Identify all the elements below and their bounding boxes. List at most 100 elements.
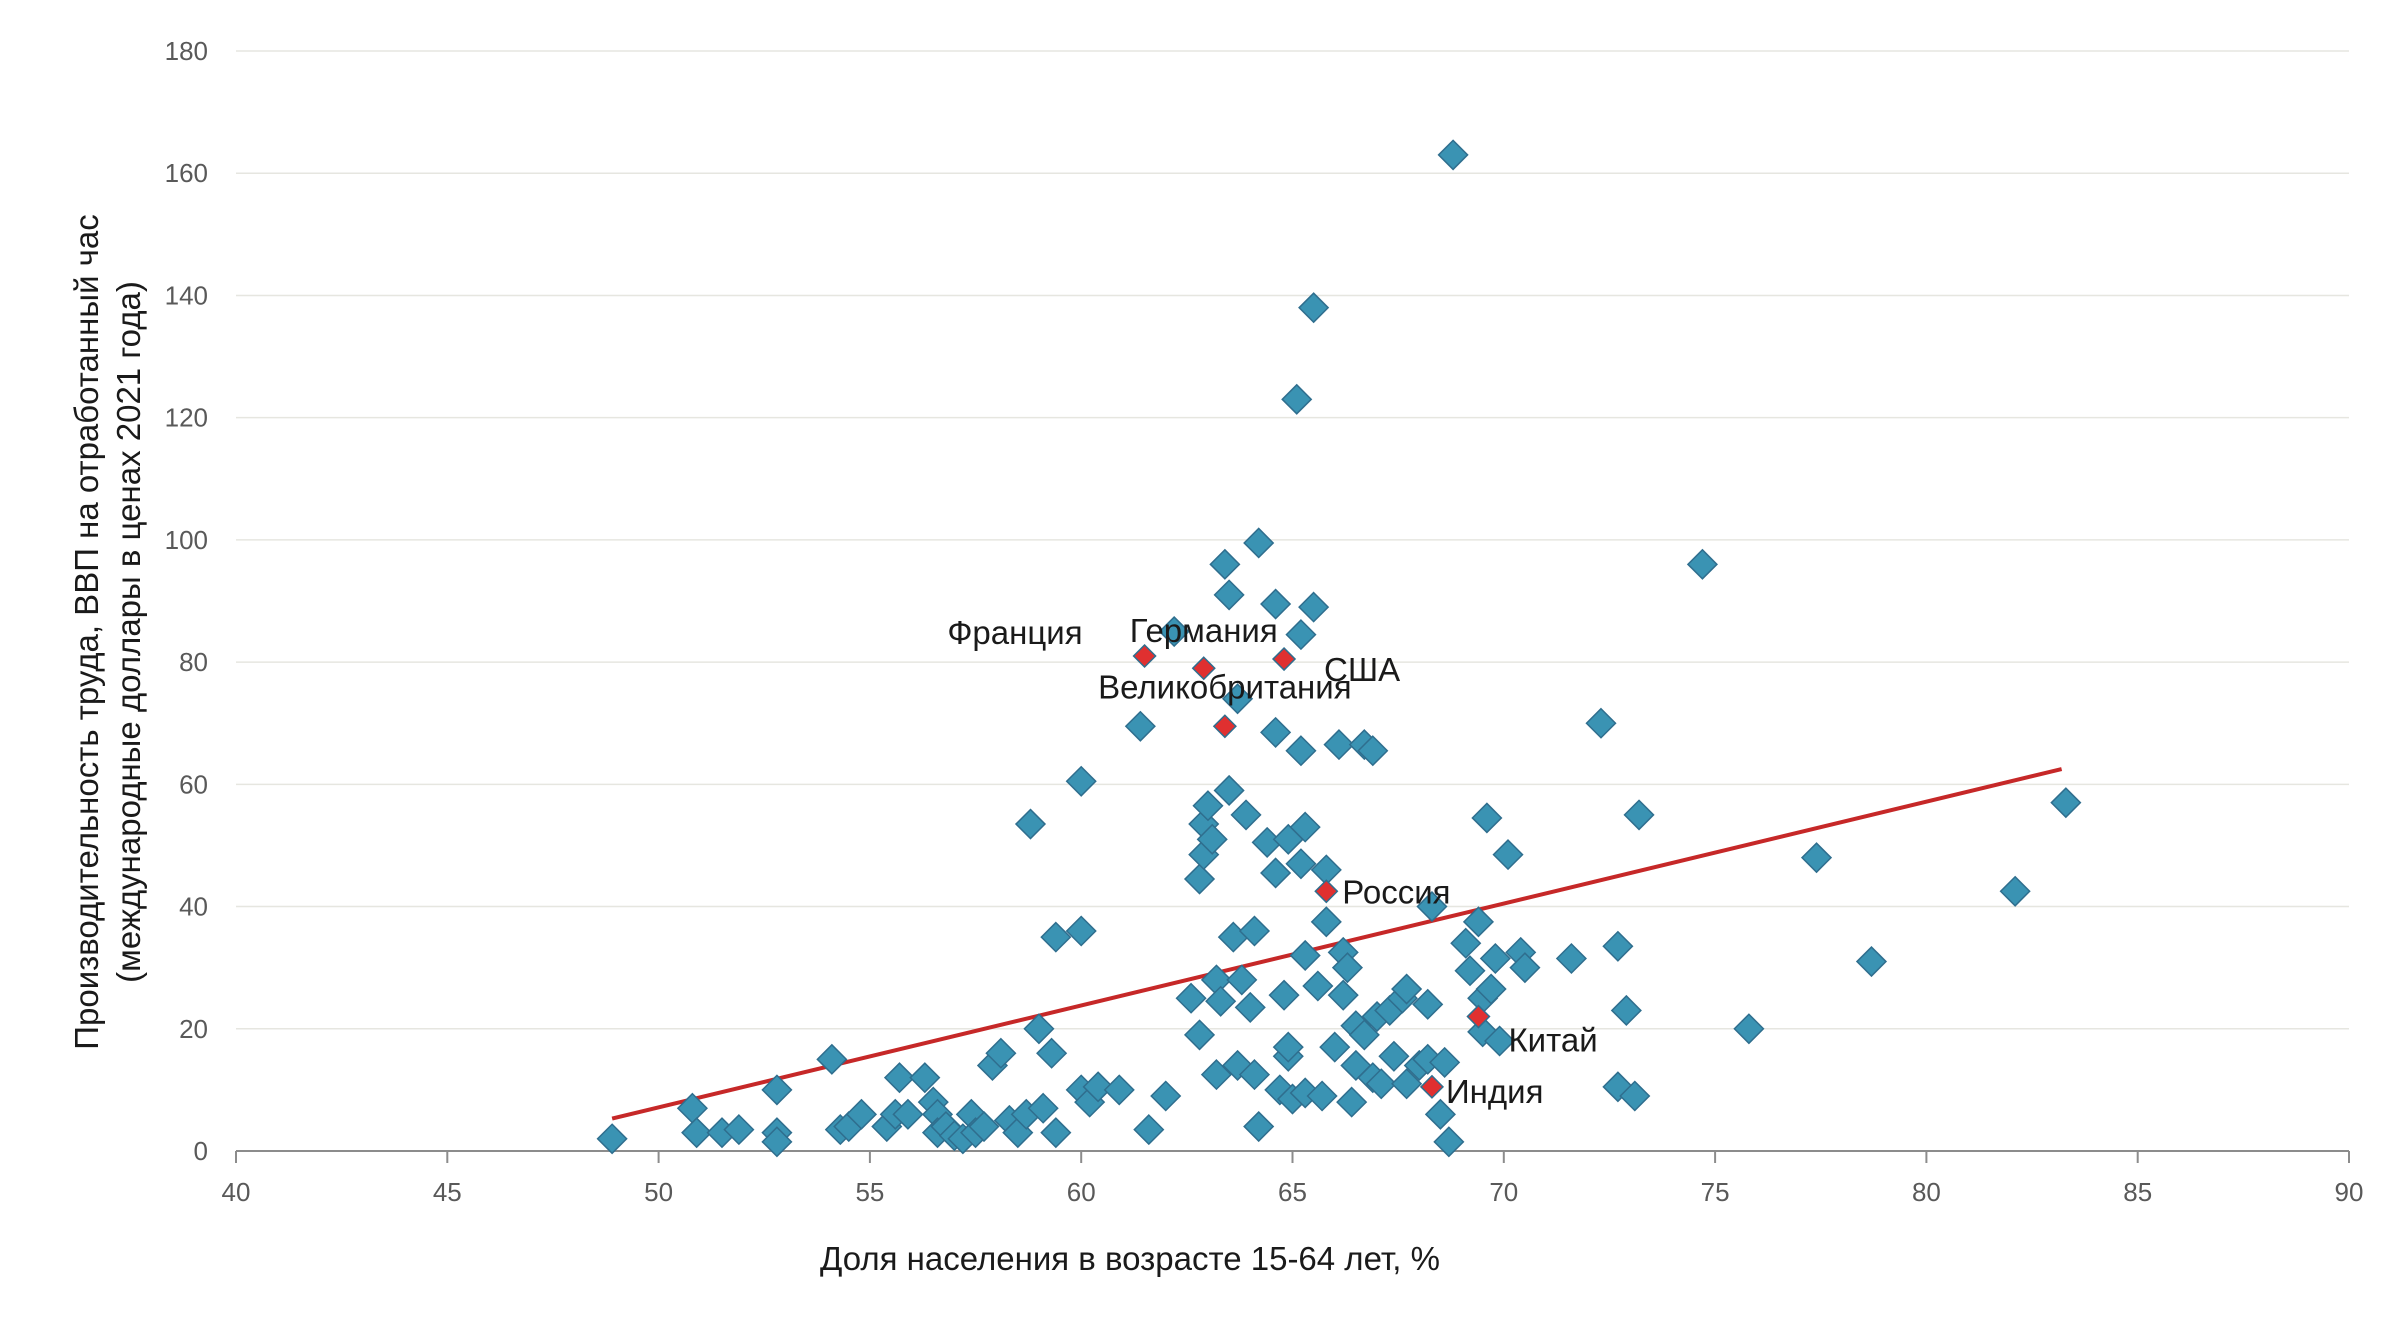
y-tick-label: 40: [179, 892, 208, 922]
data-point: [1289, 939, 1321, 972]
data-point: [1412, 988, 1444, 1020]
data-point: [1238, 1059, 1271, 1091]
data-point: [1492, 839, 1524, 871]
data-point: [1327, 979, 1359, 1011]
data-point: [1243, 1110, 1275, 1143]
y-axis-ticks: 0 20 40 60 80 100 120 140 160 180: [165, 36, 208, 1166]
data-point: [1234, 991, 1266, 1023]
data-point: [1183, 1019, 1216, 1051]
data-point: [1306, 1080, 1338, 1112]
x-tick-label: 75: [1701, 1177, 1730, 1207]
data-point: [1023, 1013, 1055, 1045]
data-point: [1040, 921, 1072, 953]
data-point: [1855, 945, 1888, 978]
data-point: [892, 1098, 924, 1130]
data-point: [1429, 1046, 1461, 1078]
data-point: [1323, 729, 1355, 761]
data-point: [1310, 906, 1342, 938]
data-point: [1226, 964, 1258, 996]
x-tick-label: 40: [222, 1177, 251, 1207]
data-point: [1585, 707, 1617, 739]
highlight-point: [1314, 879, 1339, 904]
x-axis: 40 45 50 55 60 65 70 75 80 85 90: [222, 1150, 2363, 1207]
data-point: [1183, 863, 1216, 895]
data-point: [1285, 619, 1317, 651]
data-point: [1040, 1117, 1072, 1149]
highlight-point: [1466, 1004, 1491, 1029]
data-point: [1260, 588, 1292, 620]
highlight-point: [1132, 643, 1157, 669]
data-point: [1065, 915, 1097, 947]
x-tick-label: 80: [1912, 1177, 1941, 1207]
data-point: [2050, 787, 2082, 819]
point-label: Китай: [1508, 1022, 1597, 1059]
highlight-point: [1419, 1074, 1445, 1099]
data-point: [1298, 292, 1330, 324]
data-point: [1209, 548, 1241, 580]
x-tick-label: 70: [1489, 1177, 1518, 1207]
highlight-point: [1191, 656, 1216, 681]
highlight-point: [1271, 646, 1297, 672]
y-axis-title-line1: Производительность труда, ВВП на отработ…: [68, 214, 105, 1049]
data-point: [1238, 915, 1271, 947]
y-tick-label: 20: [179, 1014, 208, 1044]
data-point: [1213, 774, 1245, 807]
data-point: [1175, 982, 1207, 1014]
x-tick-label: 60: [1067, 1177, 1096, 1207]
data-point: [845, 1098, 878, 1130]
data-point: [1065, 765, 1097, 797]
data-point: [1391, 1068, 1423, 1100]
data-point: [1331, 952, 1364, 984]
data-point: [1192, 790, 1224, 822]
data-point: [1475, 973, 1507, 1005]
point-label: Германия: [1130, 612, 1278, 649]
y-tick-label: 60: [179, 769, 208, 799]
data-point: [1260, 857, 1292, 889]
data-point: [1281, 383, 1313, 415]
data-point: [1416, 890, 1448, 923]
data-point: [1319, 1031, 1351, 1063]
highlight-point: [1212, 714, 1237, 739]
data-point: [1391, 973, 1423, 1005]
data-point: [1454, 955, 1486, 987]
data-point: [1686, 548, 1718, 580]
point-label: США: [1324, 651, 1400, 688]
data-point: [1158, 615, 1190, 648]
y-tick-label: 140: [165, 280, 208, 310]
data-point: [1733, 1013, 1765, 1045]
y-axis-title-line2: (международные доллары в ценах 2021 года…: [110, 281, 147, 983]
data-point: [1357, 735, 1389, 767]
data-point: [1302, 970, 1334, 1002]
data-point: [1471, 802, 1503, 834]
data-point: [1623, 799, 1655, 831]
highlighted-points-layer: [1132, 643, 1491, 1099]
data-point: [1999, 875, 2031, 907]
data-point: [1437, 139, 1469, 171]
data-point: [1036, 1037, 1068, 1069]
data-point: [909, 1062, 941, 1094]
y-tick-label: 0: [194, 1136, 208, 1166]
y-tick-label: 120: [165, 403, 208, 433]
data-point: [1433, 1126, 1465, 1158]
x-tick-label: 65: [1278, 1177, 1307, 1207]
data-point: [1298, 591, 1330, 623]
data-point: [1800, 842, 1833, 874]
point-label: Индия: [1446, 1073, 1544, 1110]
x-tick-label: 85: [2123, 1177, 2152, 1207]
data-point: [1289, 811, 1321, 843]
data-point: [723, 1114, 755, 1146]
x-tick-label: 55: [855, 1177, 884, 1207]
data-point: [1268, 979, 1300, 1011]
point-label: Россия: [1342, 873, 1450, 910]
data-point: [1424, 1098, 1456, 1130]
data-point: [1378, 1040, 1410, 1072]
points-layer: [596, 139, 2082, 1158]
data-point: [596, 1123, 628, 1155]
data-point: [816, 1043, 848, 1075]
x-tick-label: 50: [644, 1177, 673, 1207]
data-point: [883, 1062, 916, 1094]
data-point: [1014, 808, 1047, 840]
data-point: [1272, 1031, 1304, 1063]
